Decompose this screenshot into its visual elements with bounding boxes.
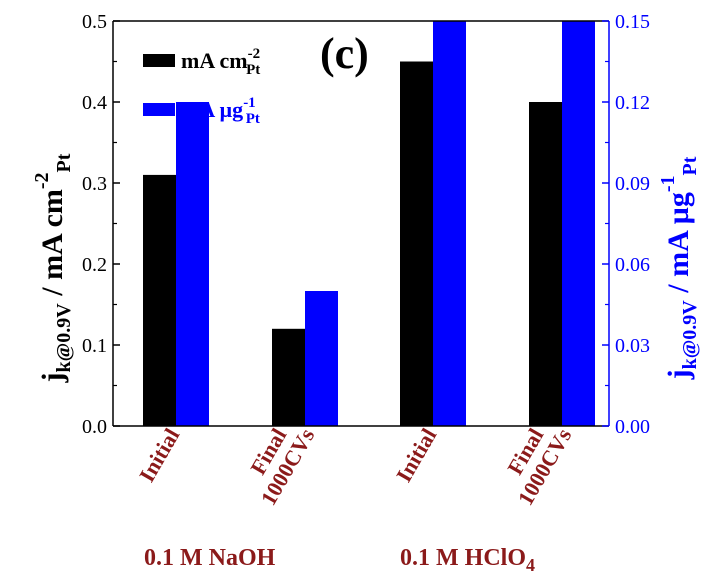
group-label-naoh: 0.1 M NaOH <box>144 545 276 571</box>
legend-swatch-mass <box>143 103 175 116</box>
y-axis-label-right: jk@0.9V / mA µg-1Pt <box>657 156 701 380</box>
y-axis-label-right-sup: -1 <box>657 175 679 192</box>
right-tick-label-4: 0.12 <box>615 92 650 114</box>
legend-label-area: mA cm-2 Pt <box>181 46 260 78</box>
bar-area-3 <box>529 102 562 426</box>
bars-layer <box>143 21 595 426</box>
y-axis-label-left-sup: -2 <box>31 172 53 189</box>
legend-label-area-sub: Pt <box>246 62 260 78</box>
right-tick-label-5: 0.15 <box>615 11 650 33</box>
right-tick-label-3: 0.09 <box>615 173 650 195</box>
bar-mass-2 <box>433 21 466 426</box>
legend-label-mass-main: mA µg <box>181 97 243 122</box>
right-tick-label-1: 0.03 <box>615 335 650 357</box>
y-axis-label-left-sub2: Pt <box>53 153 75 172</box>
right-tick-label-2: 0.06 <box>615 254 650 276</box>
bar-mass-1 <box>305 291 338 426</box>
group-label-hclo4: 0.1 M HClO4 <box>400 545 535 574</box>
category-label-2: Initial <box>391 424 441 486</box>
left-tick-label-1: 0.1 <box>82 335 107 357</box>
right-tick-label-0: 0.00 <box>615 416 650 438</box>
legend: mA cm-2 Pt mA µg-1 Pt <box>143 46 260 127</box>
left-tick-label-3: 0.3 <box>82 173 107 195</box>
bar-mass-0 <box>176 102 209 426</box>
legend-label-mass: mA µg-1 Pt <box>181 95 260 127</box>
left-axis-ticks: 0.0 0.1 0.2 0.3 0.4 0.5 <box>82 11 120 438</box>
bar-area-0 <box>143 174 176 426</box>
y-axis-label-right-rest: / mA µg <box>662 192 695 300</box>
left-tick-label-4: 0.4 <box>82 92 107 114</box>
y-axis-label-left-rest: / mA cm <box>36 189 69 303</box>
bar-mass-3 <box>562 21 595 426</box>
left-tick-label-5: 0.5 <box>82 11 107 33</box>
y-axis-label-left-sub: k@0.9V <box>53 303 75 373</box>
y-axis-label-right-sub: k@0.9V <box>679 300 701 370</box>
panel-label: (c) <box>320 29 369 78</box>
right-axis-ticks: 0.00 0.03 0.06 0.09 0.12 0.15 <box>602 11 650 438</box>
y-axis-label-right-sub2: Pt <box>679 156 701 175</box>
left-tick-label-0: 0.0 <box>82 416 107 438</box>
legend-label-mass-sub: Pt <box>246 111 260 127</box>
y-axis-label-left: jk@0.9V / mA cm-2Pt <box>31 153 75 383</box>
legend-label-mass-sup: -1 <box>243 95 256 111</box>
group-label-hclo4-sub: 4 <box>526 555 535 574</box>
left-tick-label-2: 0.2 <box>82 254 107 276</box>
y-axis-label-right-main: j <box>662 369 695 380</box>
category-label-0: Initial <box>134 424 184 486</box>
bar-area-1 <box>272 328 305 426</box>
legend-swatch-area <box>143 54 175 67</box>
bar-area-2 <box>400 61 433 426</box>
legend-label-area-main: mA cm <box>181 48 248 73</box>
legend-label-area-sup: -2 <box>248 46 261 62</box>
group-label-hclo4-main: 0.1 M HClO <box>400 545 526 571</box>
y-axis-label-left-main: j <box>36 372 69 383</box>
